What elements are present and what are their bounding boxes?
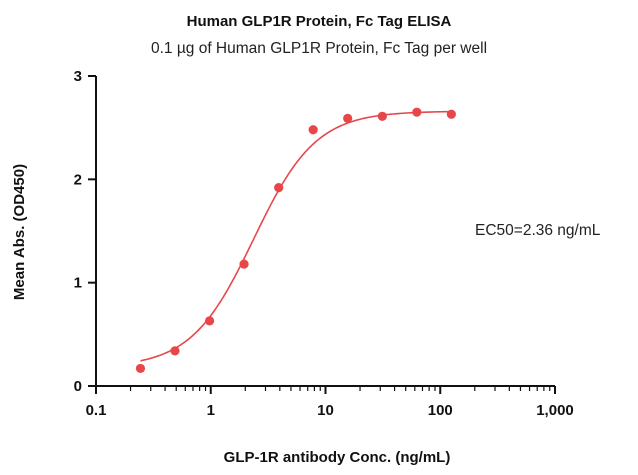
data-point [412, 107, 422, 117]
data-point [204, 316, 215, 326]
data-point [239, 259, 249, 269]
ec50-annotation: EC50=2.36 ng/mL [475, 222, 601, 239]
data-point [135, 363, 146, 374]
y-tick-label: 0 [74, 378, 82, 395]
chart-subtitle: 0.1 µg of Human GLP1R Protein, Fc Tag pe… [151, 40, 487, 57]
x-tick-label: 10 [317, 402, 334, 419]
x-tick-label: 1,000 [536, 402, 574, 419]
x-tick-label: 1 [207, 402, 215, 419]
data-point [377, 111, 387, 121]
y-tick-label: 1 [74, 275, 82, 292]
data-point [343, 113, 353, 123]
data-point [274, 183, 284, 193]
x-tick-label: 100 [428, 402, 453, 419]
x-tick-label: 0.1 [86, 402, 107, 419]
chart-title: Human GLP1R Protein, Fc Tag ELISA [187, 13, 452, 30]
data-point [308, 125, 318, 135]
y-tick-label: 3 [74, 68, 82, 85]
fit-curve-layer [140, 110, 452, 362]
data-point [170, 346, 180, 356]
axes: 0 1 2 3 0.1 1 10 100 1,000 [74, 68, 574, 419]
data-point [446, 109, 456, 119]
x-axis-label: GLP-1R antibody Conc. (ng/mL) [224, 449, 451, 466]
data-points-layer [135, 107, 456, 374]
y-tick-label: 2 [74, 171, 82, 188]
y-axis-label: Mean Abs. (OD450) [11, 164, 28, 300]
fit-curve [140, 110, 452, 362]
